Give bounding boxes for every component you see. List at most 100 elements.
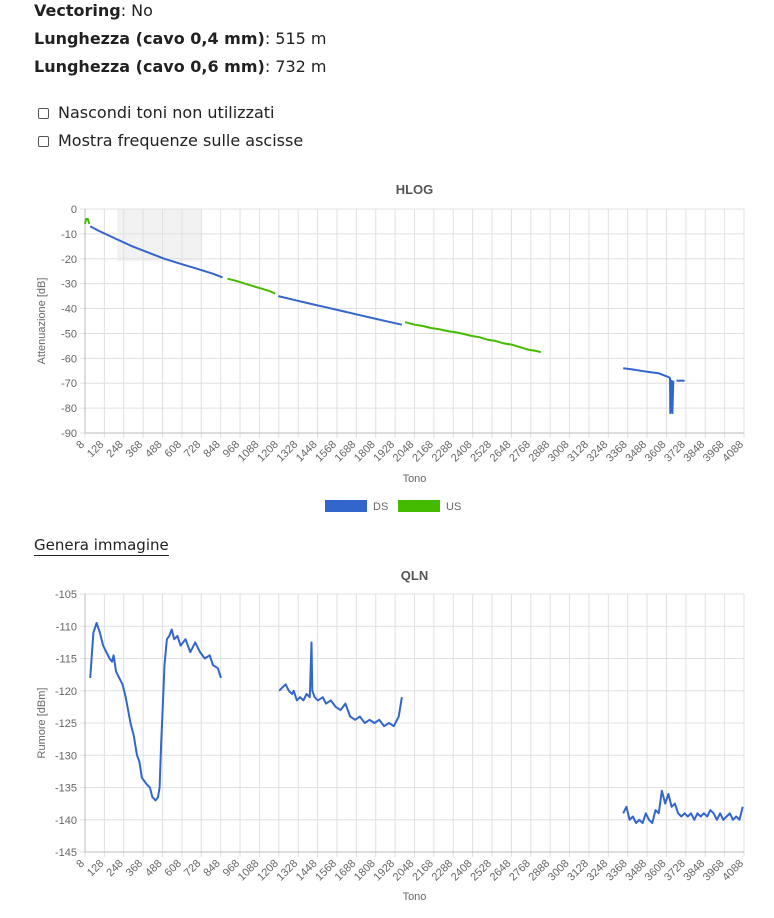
hide-unused-tones-checkbox[interactable]: [38, 107, 49, 119]
x-tick-label: 2408: [449, 439, 475, 465]
x-tick-label: 608: [163, 439, 184, 460]
x-tick-label: 1808: [352, 439, 378, 465]
chart-title: QLN: [401, 568, 428, 583]
x-tick-label: 1688: [333, 439, 359, 465]
x-tick-label: 2528: [468, 439, 494, 465]
x-tick-label: 1448: [294, 858, 320, 884]
x-tick-label: 2168: [410, 858, 436, 884]
x-tick-label: 848: [201, 439, 222, 460]
x-tick-label: 2408: [449, 858, 475, 884]
x-axis-label: Tono: [403, 473, 427, 485]
x-tick-label: 368: [124, 439, 145, 460]
series-line-ds: [278, 641, 403, 728]
y-tick-label: -20: [61, 254, 77, 266]
y-tick-label: -90: [61, 428, 77, 440]
x-tick-label: 728: [182, 439, 203, 460]
series-line-ds: [278, 295, 403, 326]
x-tick-label: 8: [74, 858, 87, 871]
legend-swatch-ds: [325, 500, 367, 512]
x-tick-label: 2288: [430, 439, 456, 465]
series-line-ds: [89, 622, 222, 802]
hlog-chart: HLOG0-10-20-30-40-50-60-70-80-9081282483…: [36, 182, 746, 513]
x-tick-label: 848: [201, 858, 222, 879]
x-tick-label: 3248: [585, 439, 611, 465]
y-tick-label: -60: [61, 353, 77, 365]
series-line-us: [227, 277, 276, 295]
x-tick-label: 3128: [565, 439, 591, 465]
x-tick-label: 2768: [507, 439, 533, 465]
x-tick-label: 3848: [682, 858, 708, 884]
y-tick-label: -140: [55, 815, 77, 827]
x-tick-label: 488: [143, 439, 164, 460]
x-tick-label: 3248: [585, 858, 611, 884]
x-tick-label: 4088: [720, 439, 746, 465]
x-tick-label: 1928: [371, 858, 397, 884]
show-frequencies-option[interactable]: Mostra frequenze sulle ascisse: [38, 131, 303, 151]
series-line-us: [84, 218, 91, 225]
generate-image-link[interactable]: Genera immagine: [34, 536, 169, 556]
x-tick-label: 1568: [313, 858, 339, 884]
y-tick-label: -120: [55, 686, 77, 698]
x-tick-label: 2288: [430, 858, 456, 884]
legend-label-us: US: [446, 501, 461, 513]
y-axis-label: Attenuazione [dB]: [36, 278, 48, 365]
series-line-us: [404, 321, 542, 354]
series-line-ds: [622, 789, 744, 824]
x-tick-label: 2048: [391, 439, 417, 465]
x-tick-label: 1328: [275, 858, 301, 884]
x-tick-label: 3488: [623, 858, 649, 884]
x-tick-label: 3368: [604, 439, 630, 465]
hide-unused-tones-label[interactable]: Nascondi toni non utilizzati: [58, 103, 275, 122]
show-frequencies-label[interactable]: Mostra frequenze sulle ascisse: [58, 131, 304, 150]
highlight-area: [117, 209, 202, 262]
vectoring-line: Vectoring: No: [34, 1, 153, 21]
x-tick-label: 128: [85, 439, 106, 460]
y-tick-label: -30: [61, 279, 77, 291]
x-tick-label: 2528: [468, 858, 494, 884]
x-tick-label: 2648: [488, 439, 514, 465]
x-tick-label: 1688: [333, 858, 359, 884]
x-tick-label: 1208: [255, 858, 281, 884]
x-tick-label: 3728: [662, 858, 688, 884]
x-tick-label: 3128: [565, 858, 591, 884]
length-04-line: Lunghezza (cavo 0,4 mm): 515 m: [34, 29, 327, 49]
x-tick-label: 1808: [352, 858, 378, 884]
x-tick-label: 728: [182, 858, 203, 879]
x-tick-label: 2648: [488, 858, 514, 884]
x-tick-label: 1088: [236, 858, 262, 884]
x-tick-label: 2888: [526, 439, 552, 465]
x-tick-label: 2168: [410, 439, 436, 465]
show-frequencies-checkbox[interactable]: [38, 135, 49, 147]
x-tick-label: 1328: [275, 439, 301, 465]
x-tick-label: 608: [163, 858, 184, 879]
y-tick-label: -105: [55, 589, 77, 601]
vectoring-value: : No: [120, 1, 153, 20]
x-tick-label: 3008: [546, 858, 572, 884]
x-tick-label: 248: [104, 439, 125, 460]
x-tick-label: 1208: [255, 439, 281, 465]
x-tick-label: 2768: [507, 858, 533, 884]
x-tick-label: 248: [104, 858, 125, 879]
qln-chart: QLN-105-110-115-120-125-130-135-140-1458…: [36, 568, 746, 903]
length-04-value: : 515 m: [264, 29, 327, 48]
x-tick-label: 3008: [546, 439, 572, 465]
y-tick-label: -115: [56, 654, 77, 666]
x-tick-label: 1088: [236, 439, 262, 465]
length-04-label: Lunghezza (cavo 0,4 mm): [34, 29, 265, 48]
series-line-ds: [623, 367, 675, 415]
y-tick-label: -145: [55, 847, 77, 859]
y-tick-label: 0: [71, 204, 77, 216]
x-tick-label: 368: [124, 858, 145, 879]
y-tick-label: -130: [55, 750, 77, 762]
y-tick-label: -80: [61, 403, 77, 415]
y-tick-label: -40: [61, 304, 77, 316]
hide-unused-tones-option[interactable]: Nascondi toni non utilizzati: [38, 103, 274, 123]
x-tick-label: 3848: [682, 439, 708, 465]
x-tick-label: 1568: [313, 439, 339, 465]
x-tick-label: 3608: [643, 439, 669, 465]
x-tick-label: 2888: [526, 858, 552, 884]
x-tick-label: 3728: [662, 439, 688, 465]
length-06-value: : 732 m: [264, 57, 327, 76]
x-tick-label: 488: [143, 858, 164, 879]
y-tick-label: -135: [55, 783, 77, 795]
